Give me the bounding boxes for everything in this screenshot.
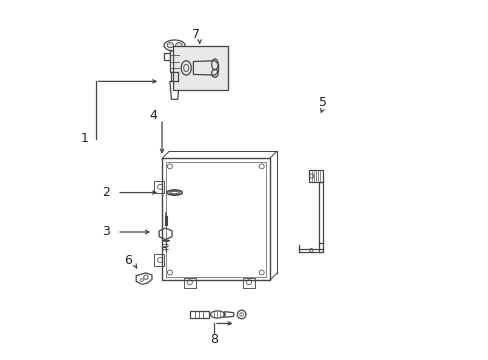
Bar	[169, 50, 179, 72]
Text: 5: 5	[319, 96, 327, 109]
Bar	[242, 278, 255, 288]
Text: 2: 2	[102, 186, 110, 199]
Bar	[154, 254, 164, 266]
Text: 7: 7	[192, 28, 200, 41]
Bar	[154, 181, 164, 193]
Bar	[172, 45, 228, 90]
Text: 8: 8	[209, 333, 218, 346]
Text: 3: 3	[102, 225, 110, 238]
Bar	[308, 170, 323, 182]
Ellipse shape	[167, 42, 173, 48]
Bar	[165, 162, 265, 277]
Bar	[183, 278, 196, 288]
Bar	[163, 53, 169, 60]
Text: 6: 6	[124, 254, 132, 267]
Text: 1: 1	[81, 132, 89, 145]
Bar	[162, 158, 269, 280]
Text: 4: 4	[149, 109, 157, 122]
Bar	[189, 311, 209, 319]
Ellipse shape	[175, 42, 182, 48]
